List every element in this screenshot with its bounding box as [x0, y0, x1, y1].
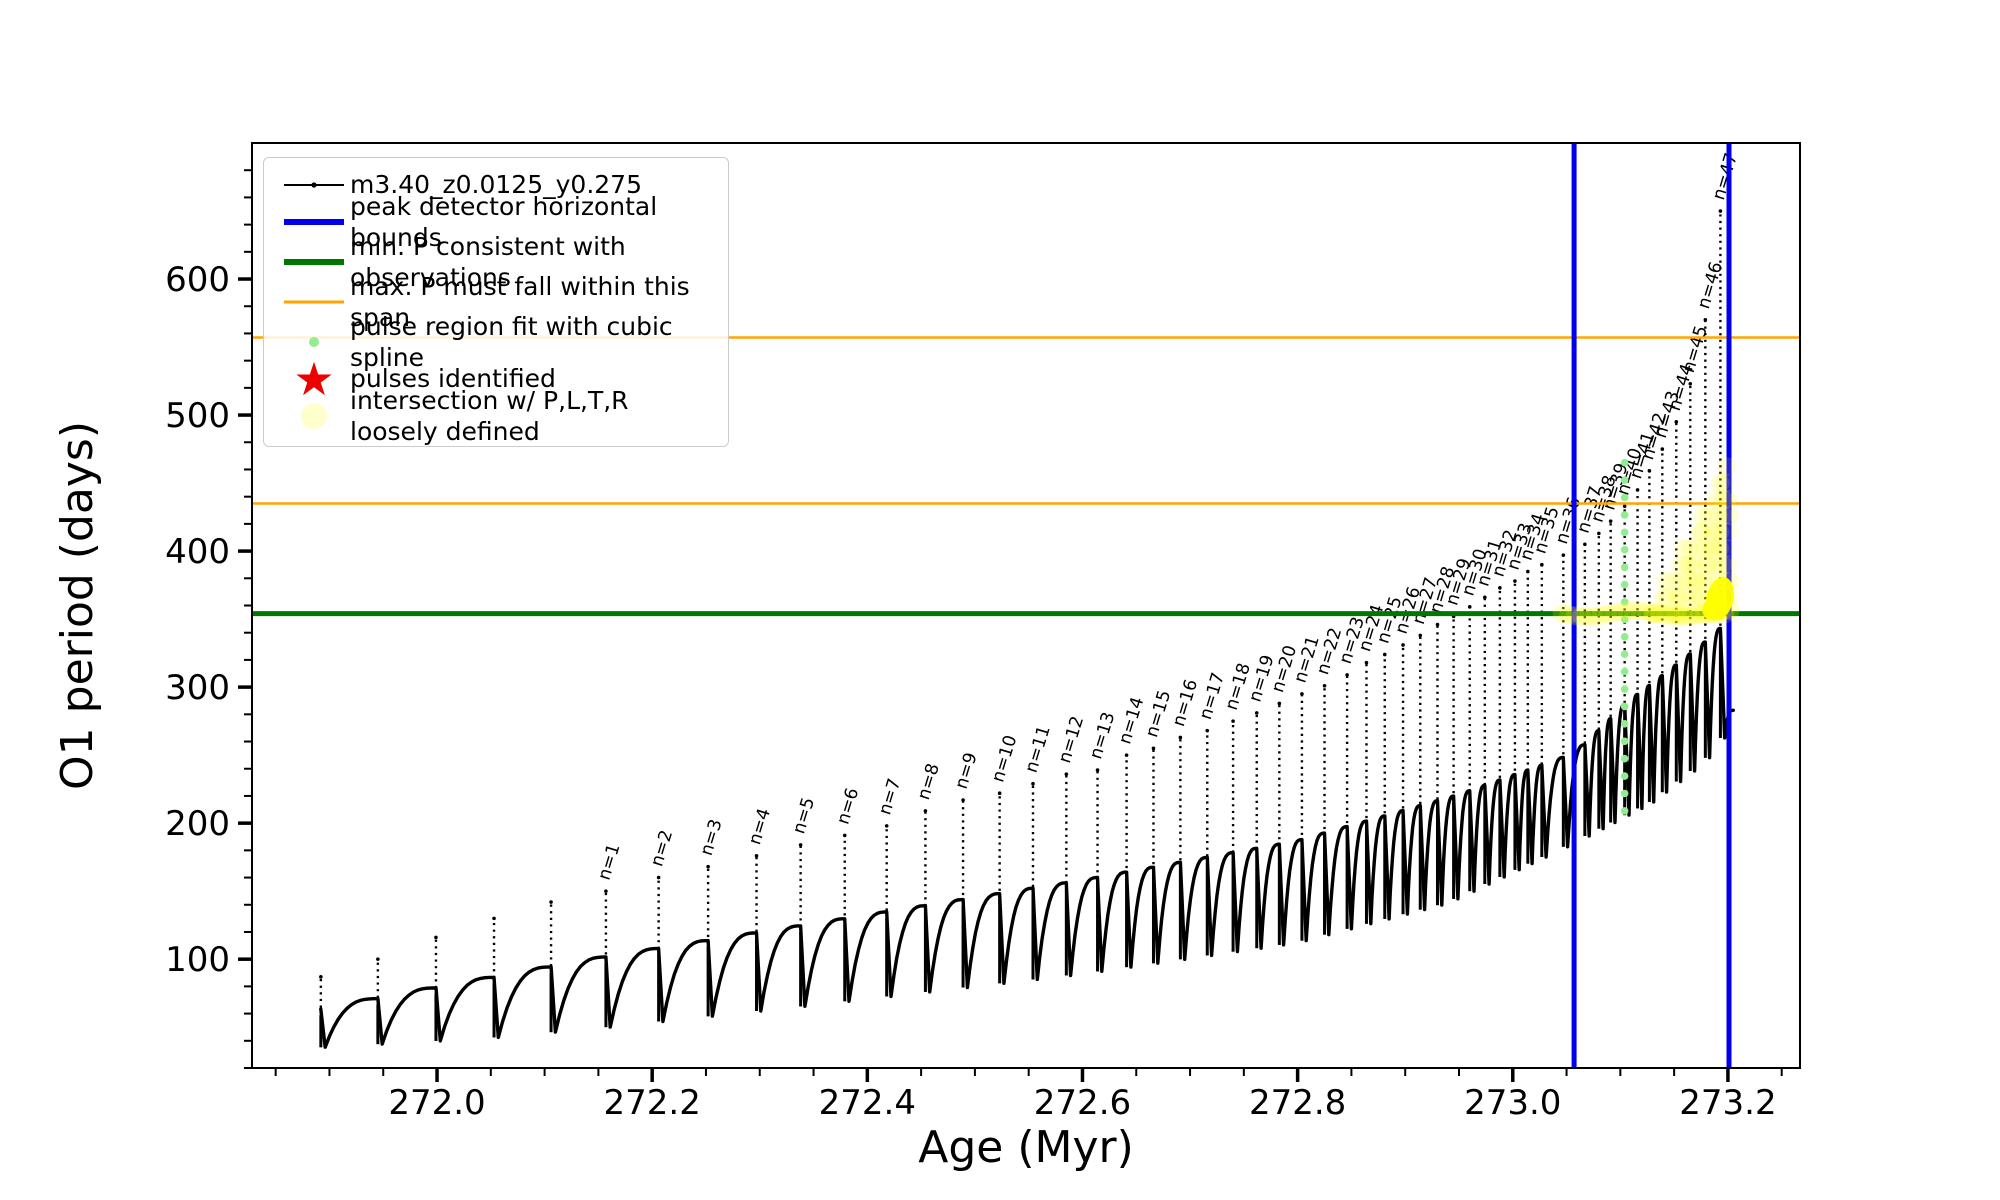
span-line-icon [278, 294, 350, 310]
pulse-label: n=6 [833, 786, 863, 827]
legend-entry: m3.40_z0.0125_y0.275 [278, 168, 714, 202]
y-tick-label: 300 [165, 668, 230, 708]
y-tick-label: 200 [165, 804, 230, 844]
pulse-label: n=2 [647, 828, 677, 869]
legend-entry: intersection w/ P,L,T,R loosely defined [278, 386, 714, 446]
pulse-label: n=1 [595, 841, 625, 882]
axes-frame: 272.0 272.2 272.4 272.6 272.8 273.0 273.2 100 20… [165, 142, 1801, 1123]
pulse-label: n=7 [875, 776, 905, 817]
legend-entry: peak detector horizontal bounds [278, 192, 714, 252]
pulse-label: n=12 [1055, 714, 1088, 766]
pulse-label: n=5 [789, 795, 819, 836]
legend-entry: min. P consistent with observations [278, 232, 714, 292]
y-axis-title: O1 period (days) [52, 421, 103, 790]
pulse-label: n=8 [914, 761, 944, 802]
reference-line-icon [278, 214, 350, 230]
series-m3.40_z0.0125_y0.275 [319, 209, 1735, 1049]
pulse-label: n=14 [1115, 695, 1148, 747]
series-line-icon [278, 177, 350, 193]
legend-entry-label: peak detector horizontal bounds [350, 191, 658, 252]
pulse-label: n=16 [1169, 677, 1202, 729]
pulse-label: n=46 [1694, 260, 1727, 312]
legend-entry-label: intersection w/ P,L,T,R loosely defined [350, 385, 629, 446]
x-tick-label: 272.4 [819, 1083, 916, 1123]
intersection-blob [1705, 577, 1734, 621]
x-tick-label: 272.6 [1034, 1083, 1131, 1123]
legend-entry-label: m3.40_z0.0125_y0.275 [350, 170, 642, 200]
star-icon: ★ [293, 352, 335, 406]
x-tick-label: 273.2 [1679, 1083, 1776, 1123]
legend-entry-label: pulses identified [350, 364, 556, 394]
legend: m3.40_z0.0125_y0.275 peak detector horizo… [263, 157, 729, 447]
cubic-spline-fit-dots [1620, 458, 1629, 815]
y-tick-label: 400 [165, 532, 230, 572]
pulse-label: n=4 [745, 806, 775, 847]
pulse-label: n=47 [1709, 151, 1742, 203]
intersection-dot-icon [278, 399, 350, 433]
pulse-label: n=15 [1142, 688, 1175, 740]
pulse-number-labels: n=1 n=2 n=3 n=4 n=5 n=6 n=7 n=8 n=9 n=10 n=11 n=12n… [595, 151, 1743, 883]
legend-entry: ★ pulses identified [278, 352, 714, 406]
pulse-label: n=13 [1086, 710, 1119, 762]
legend-entry-label: pulse region fit with cubic spline [350, 311, 673, 372]
x-tick-label: 272.8 [1249, 1083, 1346, 1123]
pulse-label: n=10 [988, 733, 1021, 785]
pulse-label: n=11 [1022, 723, 1055, 775]
legend-entry: max. P must fall within this span [278, 272, 714, 332]
legend-entry-label: min. P consistent with observations [350, 231, 626, 292]
reference-line-icon [278, 254, 350, 270]
y-tick-label: 500 [165, 396, 230, 436]
y-tick-label: 600 [165, 260, 230, 300]
spline-dot-icon [278, 334, 350, 350]
intersection-scatter [1552, 457, 1740, 627]
legend-entry: pulse region fit with cubic spline [278, 312, 714, 372]
pulse-label: n=9 [952, 750, 982, 791]
x-tick-label: 272.2 [604, 1083, 701, 1123]
y-tick-label: 100 [165, 940, 230, 980]
x-tick-label: 272.0 [388, 1083, 485, 1123]
legend-entry-label: max. P must fall within this span [350, 271, 690, 332]
pulse-label: n=45 [1679, 323, 1712, 375]
x-tick-label: 273.0 [1464, 1083, 1561, 1123]
pulse-label: n=3 [697, 817, 727, 858]
x-axis-title: Age (Myr) [918, 1122, 1134, 1173]
